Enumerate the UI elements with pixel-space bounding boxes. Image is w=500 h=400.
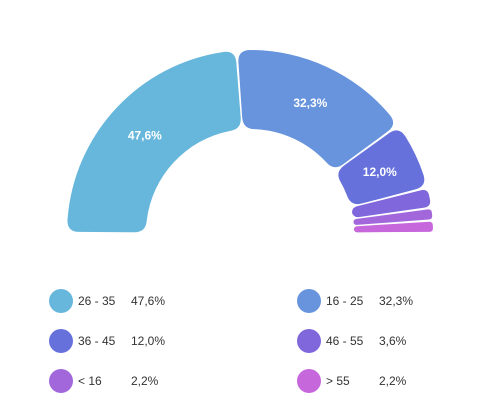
legend-item-under-16[interactable]: < 16 2,2% [49, 369, 158, 393]
legend-label: 46 - 55 [326, 334, 364, 348]
slice-26-35[interactable] [67, 51, 241, 233]
slice-label-36-45: 12,0% [363, 165, 397, 179]
legend-marker [49, 289, 73, 313]
legend-marker [297, 369, 321, 393]
slice-46-55[interactable] [351, 189, 431, 218]
legend-value: 12,0% [131, 334, 166, 348]
legend-value: 3,6% [379, 334, 407, 348]
slice-16-25[interactable] [238, 49, 394, 168]
slice-labels-layer: 47,6% 32,3% 12,0% [128, 96, 397, 179]
legend-item-16-25[interactable]: 16 - 25 32,3% [297, 289, 413, 313]
legend-marker [297, 289, 321, 313]
legend-item-26-35[interactable]: 26 - 35 47,6% [49, 289, 165, 313]
legend-item-36-45[interactable]: 36 - 45 12,0% [49, 329, 165, 353]
legend-value: 2,2% [131, 374, 159, 388]
legend-value: 47,6% [131, 294, 166, 308]
slice-over-55[interactable] [353, 221, 433, 233]
legend-label: > 55 [326, 374, 350, 388]
slices-layer [67, 49, 433, 233]
legend-value: 32,3% [379, 294, 414, 308]
legend-marker [297, 329, 321, 353]
legend-label: 36 - 45 [78, 334, 116, 348]
slice-under-16[interactable] [353, 209, 433, 225]
slice-label-26-35: 47,6% [128, 128, 162, 142]
legend-label: 16 - 25 [326, 294, 364, 308]
legend-label: < 16 [78, 374, 102, 388]
legend-marker [49, 369, 73, 393]
legend-label: 26 - 35 [78, 294, 116, 308]
legend-item-over-55[interactable]: > 55 2,2% [297, 369, 406, 393]
legend-item-46-55[interactable]: 46 - 55 3,6% [297, 329, 406, 353]
legend-value: 2,2% [379, 374, 407, 388]
slice-label-16-25: 32,3% [293, 96, 327, 110]
legend-marker [49, 329, 73, 353]
slice-36-45[interactable] [338, 130, 425, 205]
